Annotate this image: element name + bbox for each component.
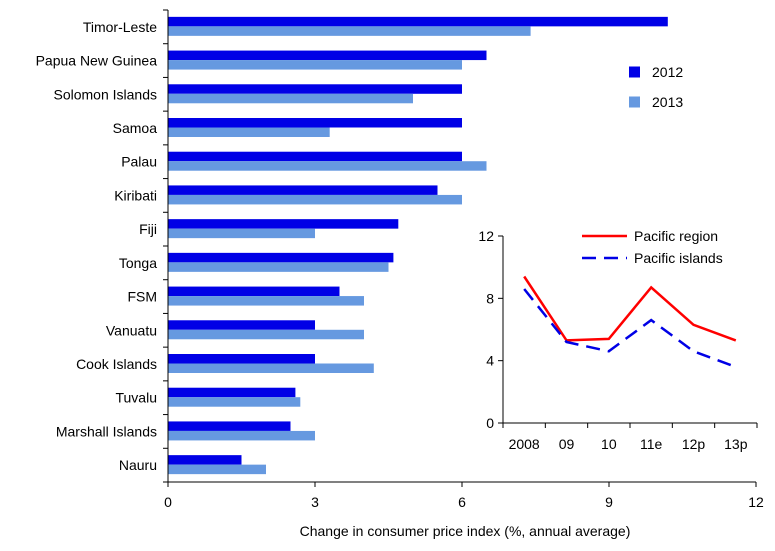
legend-label: 2013 — [652, 94, 683, 110]
main-chart-legend: 2012 2013 — [629, 64, 683, 110]
legend-swatch-2012 — [629, 66, 640, 78]
category-label: Palau — [121, 154, 157, 170]
bar-2012 — [168, 455, 242, 465]
main-chart-axes: Timor-Leste Papua New Guinea Solomon Islan… — [36, 9, 764, 510]
bar-2012 — [168, 286, 340, 297]
x-tick-label: 9 — [605, 494, 613, 510]
bar-2013 — [168, 93, 413, 104]
bar-2013 — [168, 194, 462, 205]
category-label: Timor-Leste — [83, 19, 157, 35]
inset-line-pacific-region — [523, 275, 737, 342]
inset-legend-label: Pacific region — [634, 228, 718, 244]
bar-2013 — [168, 397, 301, 407]
x-tick-label: 0 — [164, 494, 172, 510]
category-label: Samoa — [113, 120, 158, 136]
category-label: Nauru — [119, 457, 157, 473]
category-label: Kiribati — [114, 187, 157, 203]
inset-x-tick-label: 09 — [559, 436, 575, 452]
bar-2012 — [168, 252, 394, 263]
inset-line-chart: 0 4 8 12 2008 09 10 11e 12p 13p Pacific region Paci… — [478, 228, 758, 452]
legend-label: 2012 — [652, 64, 683, 80]
bar-2012 — [168, 421, 291, 431]
bar-2012 — [168, 84, 462, 94]
inset-line-pacific-islands — [523, 288, 737, 369]
bar-2012 — [168, 185, 438, 195]
bar-2013 — [168, 363, 374, 373]
category-label: Solomon Islands — [53, 86, 157, 102]
bar-2013 — [168, 464, 266, 475]
x-axis-title: Change in consumer price index (%, annua… — [300, 523, 631, 539]
category-label: Cook Islands — [76, 356, 157, 372]
inset-x-tick-label: 13p — [724, 436, 748, 452]
category-label: Tonga — [119, 255, 157, 271]
inset-x-tick-label: 2008 — [509, 436, 540, 452]
x-tick-label: 12 — [748, 494, 764, 510]
bar-2012 — [168, 118, 462, 128]
category-label: Papua New Guinea — [36, 53, 158, 69]
inset-x-tick-label: 10 — [601, 436, 617, 452]
bar-2012 — [168, 16, 668, 27]
category-label: Marshall Islands — [56, 423, 157, 439]
bar-2013 — [168, 26, 531, 36]
bar-2013 — [168, 430, 315, 441]
bar-2013 — [168, 262, 389, 272]
main-chart-bars — [168, 16, 668, 475]
bar-2012 — [168, 354, 315, 364]
inset-x-tick-label: 11e — [640, 436, 663, 452]
bar-2013 — [168, 228, 315, 239]
inset-legend-label: Pacific islands — [634, 250, 723, 266]
bar-2012 — [168, 219, 399, 229]
bar-2013 — [168, 296, 364, 306]
inset-y-tick-label: 0 — [486, 415, 494, 431]
bar-2013 — [168, 127, 330, 137]
category-label: Tuvalu — [115, 390, 157, 406]
bar-2012 — [168, 151, 462, 162]
legend-swatch-2013 — [629, 96, 640, 108]
inset-y-tick-label: 12 — [478, 228, 494, 244]
x-tick-label: 3 — [311, 494, 319, 510]
bar-2012 — [168, 50, 487, 61]
bar-2012 — [168, 320, 315, 330]
inset-y-tick-label: 4 — [486, 353, 494, 369]
inset-x-tick-label: 12p — [682, 436, 706, 452]
category-label: Vanuatu — [106, 322, 157, 338]
category-label: Fiji — [139, 221, 157, 237]
bar-2013 — [168, 329, 364, 340]
bar-2012 — [168, 387, 296, 398]
x-tick-label: 6 — [458, 494, 466, 510]
inset-y-tick-label: 8 — [486, 290, 494, 306]
bar-2013 — [168, 60, 462, 70]
category-label: FSM — [127, 289, 157, 305]
bar-2013 — [168, 161, 487, 171]
